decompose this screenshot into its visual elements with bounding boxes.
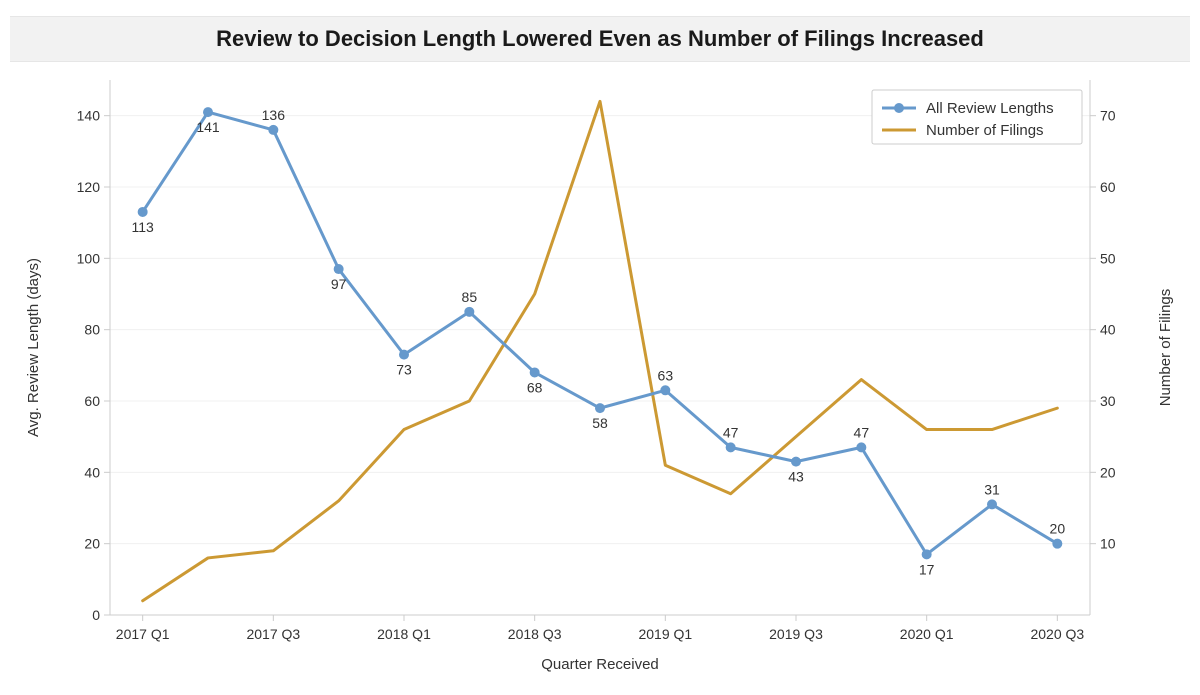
svg-text:2018 Q1: 2018 Q1 bbox=[377, 626, 431, 642]
svg-text:20: 20 bbox=[84, 536, 100, 552]
svg-text:40: 40 bbox=[84, 464, 100, 480]
chart-plot-area: 0 20 40 60 80 100 120 140 10 20 30 40 50 60 70 2017 Q1 2… bbox=[10, 60, 1190, 685]
svg-text:43: 43 bbox=[788, 469, 804, 485]
svg-text:97: 97 bbox=[331, 276, 347, 292]
svg-text:31: 31 bbox=[984, 481, 1000, 497]
svg-text:40: 40 bbox=[1100, 322, 1116, 338]
svg-text:All Review Lengths: All Review Lengths bbox=[926, 100, 1054, 117]
svg-text:136: 136 bbox=[262, 107, 286, 123]
svg-text:50: 50 bbox=[1100, 250, 1116, 266]
svg-text:Number of Filings: Number of Filings bbox=[1157, 289, 1174, 407]
svg-text:73: 73 bbox=[396, 362, 412, 378]
svg-text:2017 Q1: 2017 Q1 bbox=[116, 626, 170, 642]
svg-text:100: 100 bbox=[77, 250, 101, 266]
svg-text:2019 Q1: 2019 Q1 bbox=[638, 626, 692, 642]
svg-text:30: 30 bbox=[1100, 393, 1116, 409]
svg-text:Quarter Received: Quarter Received bbox=[541, 656, 659, 673]
svg-text:2020 Q1: 2020 Q1 bbox=[900, 626, 954, 642]
svg-text:60: 60 bbox=[84, 393, 100, 409]
svg-text:63: 63 bbox=[658, 367, 674, 383]
chart-svg: 0 20 40 60 80 100 120 140 10 20 30 40 50 60 70 2017 Q1 2… bbox=[10, 60, 1190, 685]
svg-text:Number of Filings: Number of Filings bbox=[926, 122, 1044, 139]
svg-text:141: 141 bbox=[196, 119, 220, 135]
svg-text:80: 80 bbox=[84, 322, 100, 338]
svg-text:2019 Q3: 2019 Q3 bbox=[769, 626, 823, 642]
svg-text:68: 68 bbox=[527, 379, 543, 395]
svg-text:120: 120 bbox=[77, 179, 101, 195]
svg-text:47: 47 bbox=[854, 424, 870, 440]
svg-text:2018 Q3: 2018 Q3 bbox=[508, 626, 562, 642]
chart-title-bar: Review to Decision Length Lowered Even a… bbox=[10, 16, 1190, 62]
chart-title: Review to Decision Length Lowered Even a… bbox=[216, 26, 984, 52]
svg-text:0: 0 bbox=[92, 607, 100, 623]
svg-text:Avg. Review Length (days): Avg. Review Length (days) bbox=[25, 258, 42, 437]
svg-text:2017 Q3: 2017 Q3 bbox=[246, 626, 300, 642]
svg-text:10: 10 bbox=[1100, 536, 1116, 552]
svg-text:113: 113 bbox=[132, 219, 155, 235]
svg-text:70: 70 bbox=[1100, 108, 1116, 124]
svg-text:20: 20 bbox=[1100, 464, 1116, 480]
svg-text:85: 85 bbox=[462, 289, 478, 305]
svg-text:17: 17 bbox=[919, 561, 935, 577]
svg-text:47: 47 bbox=[723, 424, 739, 440]
svg-text:60: 60 bbox=[1100, 179, 1116, 195]
svg-text:140: 140 bbox=[77, 108, 101, 124]
svg-text:2020 Q3: 2020 Q3 bbox=[1030, 626, 1084, 642]
svg-text:20: 20 bbox=[1050, 521, 1066, 537]
svg-text:58: 58 bbox=[592, 415, 608, 431]
